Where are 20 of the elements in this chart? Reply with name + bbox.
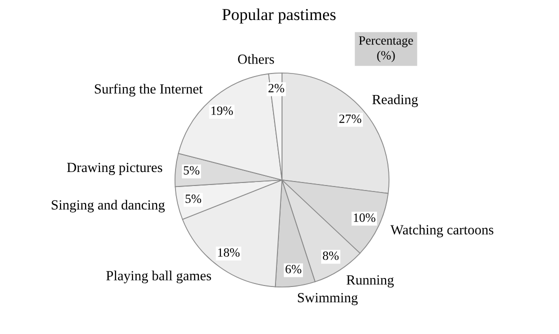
slice-label: Running — [346, 275, 394, 288]
text: Percentage (%) — [358, 36, 413, 62]
slice-label: Surfing the Internet — [94, 84, 203, 96]
data-label: 8% — [322, 251, 339, 260]
data-label: 5% — [184, 166, 200, 175]
data-label: 6% — [286, 264, 302, 274]
data-label: 27% — [339, 114, 362, 124]
slice-label: Singing and dancing — [52, 200, 165, 212]
data-label: 10% — [354, 213, 376, 222]
data-label: 5% — [186, 194, 202, 204]
slice-label: Drawing pictures — [67, 162, 162, 176]
slice-label: Playing ball games — [106, 270, 212, 284]
chart-title: Popular pastimes — [222, 8, 336, 24]
slice-label: Swimming — [298, 293, 358, 306]
slice-label: Reading — [372, 94, 418, 108]
data-label: 2% — [268, 84, 284, 92]
slice-label: Watching cartoons — [390, 224, 494, 238]
data-label: 19% — [211, 106, 233, 115]
data-label: 18% — [218, 248, 240, 257]
slice-label: Others — [238, 54, 274, 64]
